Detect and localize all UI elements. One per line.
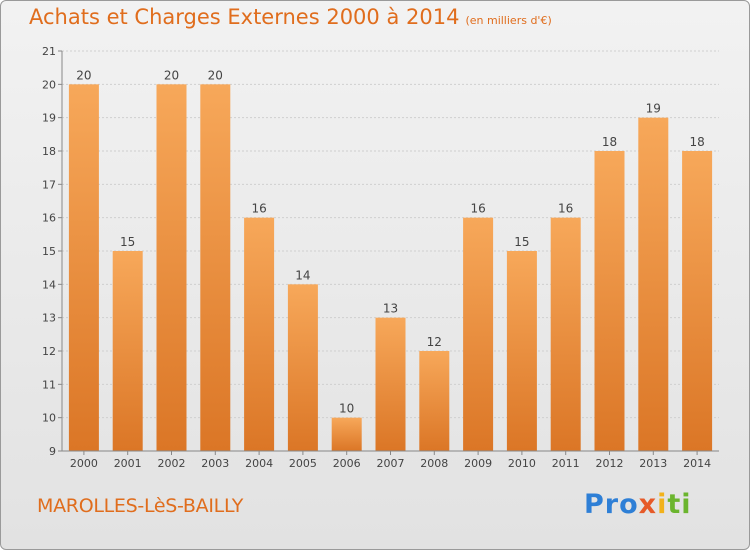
x-tick-label: 2008 — [420, 457, 448, 470]
bar-2000 — [68, 84, 99, 451]
bar-value-label: 15 — [514, 235, 529, 249]
x-tick-label: 2000 — [70, 457, 98, 470]
bar-2014 — [682, 151, 713, 451]
bar-2001 — [112, 251, 143, 451]
bar-value-label: 16 — [558, 202, 573, 216]
y-tick-label: 17 — [42, 178, 56, 191]
y-tick-label: 16 — [42, 212, 56, 225]
bar-2005 — [287, 284, 318, 451]
chart-unit-text: (en milliers d'€) — [465, 14, 552, 27]
bar-2004 — [244, 217, 275, 451]
bar-value-label: 20 — [76, 68, 91, 82]
x-tick-label: 2012 — [596, 457, 624, 470]
bar-value-label: 15 — [120, 235, 135, 249]
bar-value-label: 12 — [427, 335, 442, 349]
x-tick-label: 2013 — [639, 457, 667, 470]
proxiti-logo: Proxiti — [584, 489, 692, 520]
bar-2008 — [419, 351, 450, 451]
bar-2010 — [506, 251, 537, 451]
x-tick-label: 2006 — [333, 457, 361, 470]
chart-title-text: Achats et Charges Externes 2000 à 2014 — [29, 5, 460, 29]
x-tick-label: 2011 — [552, 457, 580, 470]
chart-title: Achats et Charges Externes 2000 à 2014 (e… — [29, 5, 552, 29]
bar-value-label: 20 — [164, 68, 179, 82]
y-tick-label: 19 — [42, 112, 56, 125]
bar-2007 — [375, 317, 406, 451]
bar-value-label: 18 — [602, 135, 617, 149]
town-name: MAROLLES-LèS-BAILLY — [37, 495, 244, 517]
bar-value-label: 13 — [383, 302, 398, 316]
y-tick-label: 14 — [42, 278, 56, 291]
y-tick-label: 13 — [42, 312, 56, 325]
x-tick-label: 2001 — [114, 457, 142, 470]
bar-value-label: 19 — [646, 102, 661, 116]
bar-2003 — [200, 84, 231, 451]
bar-value-label: 16 — [251, 202, 266, 216]
bar-2002 — [156, 84, 187, 451]
bar-value-label: 20 — [208, 68, 223, 82]
bar-value-label: 14 — [295, 268, 310, 282]
x-tick-label: 2010 — [508, 457, 536, 470]
x-tick-label: 2003 — [201, 457, 229, 470]
bar-2009 — [463, 217, 494, 451]
y-tick-label: 10 — [42, 412, 56, 425]
x-tick-label: 2004 — [245, 457, 273, 470]
y-tick-label: 21 — [42, 45, 56, 58]
x-tick-label: 2005 — [289, 457, 317, 470]
y-tick-label: 12 — [42, 345, 56, 358]
y-tick-label: 18 — [42, 145, 56, 158]
x-tick-label: 2002 — [158, 457, 186, 470]
y-tick-label: 15 — [42, 245, 56, 258]
x-tick-label: 2007 — [377, 457, 405, 470]
x-tick-label: 2014 — [683, 457, 711, 470]
bar-2011 — [550, 217, 581, 451]
x-tick-label: 2009 — [464, 457, 492, 470]
bar-value-label: 10 — [339, 402, 354, 416]
bar-value-label: 18 — [689, 135, 704, 149]
bar-2012 — [594, 151, 625, 451]
bar-value-label: 16 — [470, 202, 485, 216]
y-tick-label: 20 — [42, 78, 56, 91]
y-tick-label: 11 — [42, 378, 56, 391]
y-tick-label: 9 — [49, 445, 56, 458]
bar-2013 — [638, 117, 669, 452]
bar-2006 — [331, 417, 362, 451]
